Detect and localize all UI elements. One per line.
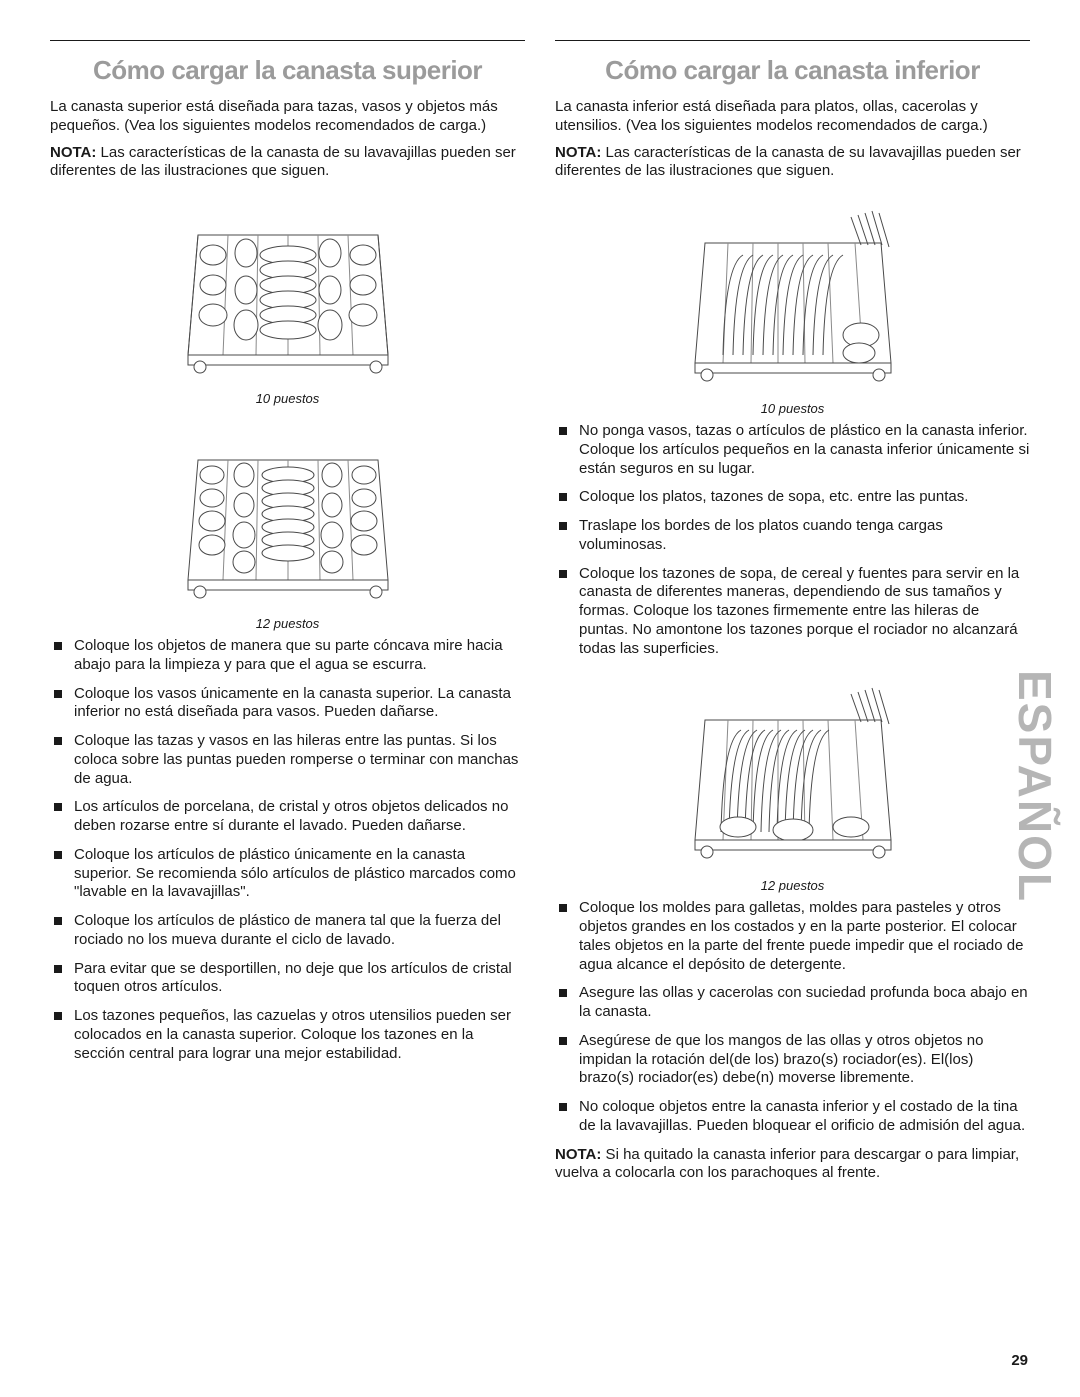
list-item: Coloque los artículos de plástico únicam… [50,846,525,902]
column-lower-rack: Cómo cargar la canasta inferior La canas… [555,40,1030,1191]
nota-upper: NOTA: Las características de la canasta … [50,144,525,182]
column-divider-right [555,40,1030,41]
nota2-lower: NOTA: Si ha quitado la canasta inferior … [555,1146,1030,1184]
upper-rack-12-icon [178,420,398,610]
list-item: Coloque los artículos de plástico de man… [50,912,525,950]
nota-label-upper: NOTA: [50,144,96,161]
list-item: Asegúrese de que los mangos de las ollas… [555,1032,1030,1088]
list-item: Los artículos de porcelana, de cristal y… [50,798,525,836]
list-item: Coloque los moldes para galletas, moldes… [555,899,1030,974]
upper-rack-10-icon [178,195,398,385]
page-number: 29 [1011,1352,1028,1369]
caption-lower-10: 10 puestos [761,401,825,416]
list-item: Coloque los objetos de manera que su par… [50,637,525,675]
list-item: Traslape los bordes de los platos cuando… [555,517,1030,555]
column-upper-rack: Cómo cargar la canasta superior La canas… [50,40,525,1191]
lower-rack-12-icon [683,672,903,872]
list-item: Asegure las ollas y cacerolas con sucied… [555,984,1030,1022]
bullets-lower-1: No ponga vasos, tazas o artículos de plá… [555,422,1030,658]
list-item: No coloque objetos entre la canasta infe… [555,1098,1030,1136]
bullets-upper: Coloque los objetos de manera que su par… [50,637,525,1063]
list-item: No ponga vasos, tazas o artículos de plá… [555,422,1030,478]
figure-upper-10: 10 puestos [50,195,525,406]
list-item: Coloque los tazones de sopa, de cereal y… [555,565,1030,659]
list-item: Coloque los platos, tazones de sopa, etc… [555,488,1030,507]
nota2-label-lower: NOTA: [555,1146,601,1163]
title-lower-rack: Cómo cargar la canasta inferior [555,55,1030,86]
list-item: Los tazones pequeños, las cazuelas y otr… [50,1007,525,1063]
figure-lower-10: 10 puestos [555,195,1030,416]
lower-rack-10-icon [683,195,903,395]
figure-lower-12: 12 puestos [555,672,1030,893]
caption-upper-12: 12 puestos [256,616,320,631]
column-divider-left [50,40,525,41]
nota-text-upper: Las características de la canasta de su … [50,144,516,180]
caption-lower-12: 12 puestos [761,878,825,893]
title-upper-rack: Cómo cargar la canasta superior [50,55,525,86]
list-item: Para evitar que se desportillen, no deje… [50,960,525,998]
nota-label-lower: NOTA: [555,144,601,161]
intro-lower: La canasta inferior está diseñada para p… [555,98,1030,136]
language-side-label: ESPAÑOL [1008,670,1062,903]
caption-upper-10: 10 puestos [256,391,320,406]
list-item: Coloque los vasos únicamente en la canas… [50,685,525,723]
nota-lower: NOTA: Las características de la canasta … [555,144,1030,182]
figure-upper-12: 12 puestos [50,420,525,631]
nota-text-lower: Las características de la canasta de su … [555,144,1021,180]
list-item: Coloque las tazas y vasos en las hileras… [50,732,525,788]
nota2-text-lower: Si ha quitado la canasta inferior para d… [555,1146,1019,1182]
bullets-lower-2: Coloque los moldes para galletas, moldes… [555,899,1030,1135]
intro-upper: La canasta superior está diseñada para t… [50,98,525,136]
